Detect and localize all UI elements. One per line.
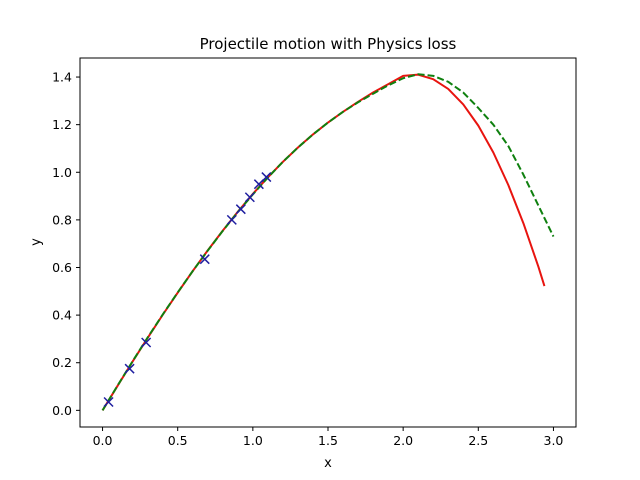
dashed-series-line-1 bbox=[101, 73, 555, 411]
x-marker-point bbox=[124, 363, 135, 374]
x-tick-label: 2.0 bbox=[393, 433, 413, 448]
y-tick-label: 0.4 bbox=[52, 308, 72, 323]
solid-series-line-0 bbox=[101, 73, 546, 411]
y-tick-label: 0.6 bbox=[52, 260, 72, 275]
ticks: 0.0 0.5 1.0 1.5 2.0 2.5 3.0 0.0 0.2 0.4 0.6 0.8 1.0 1… bbox=[52, 70, 563, 448]
y-tick-label: 1.2 bbox=[52, 117, 72, 132]
x-marker-point bbox=[103, 396, 114, 408]
y-tick-label: 1.0 bbox=[52, 165, 72, 180]
axes-frame bbox=[79, 57, 577, 428]
x-axis-label: x bbox=[324, 456, 332, 471]
x-tick-label: 0.5 bbox=[168, 433, 188, 448]
x-marker-point bbox=[235, 204, 246, 215]
y-tick-label: 0.8 bbox=[52, 212, 72, 227]
plot-area bbox=[101, 73, 555, 411]
x-tick-label: 2.5 bbox=[468, 433, 488, 448]
y-axis-label: y bbox=[29, 238, 44, 246]
chart-title: Projectile motion with Physics loss bbox=[200, 35, 457, 53]
x-marker-point bbox=[244, 192, 255, 203]
x-tick-label: 1.0 bbox=[243, 433, 263, 448]
x-tick-label: 0.0 bbox=[93, 433, 113, 448]
x-marker-point bbox=[261, 172, 272, 183]
x-tick-label: 3.0 bbox=[544, 433, 564, 448]
x-marker-point bbox=[141, 337, 152, 348]
x-tick-label: 1.5 bbox=[318, 433, 338, 448]
x-marker-point bbox=[199, 254, 210, 265]
y-tick-label: 1.4 bbox=[52, 70, 72, 85]
y-tick-label: 0.0 bbox=[52, 403, 72, 418]
x-marker-point bbox=[226, 214, 237, 225]
y-tick-label: 0.2 bbox=[52, 355, 72, 370]
